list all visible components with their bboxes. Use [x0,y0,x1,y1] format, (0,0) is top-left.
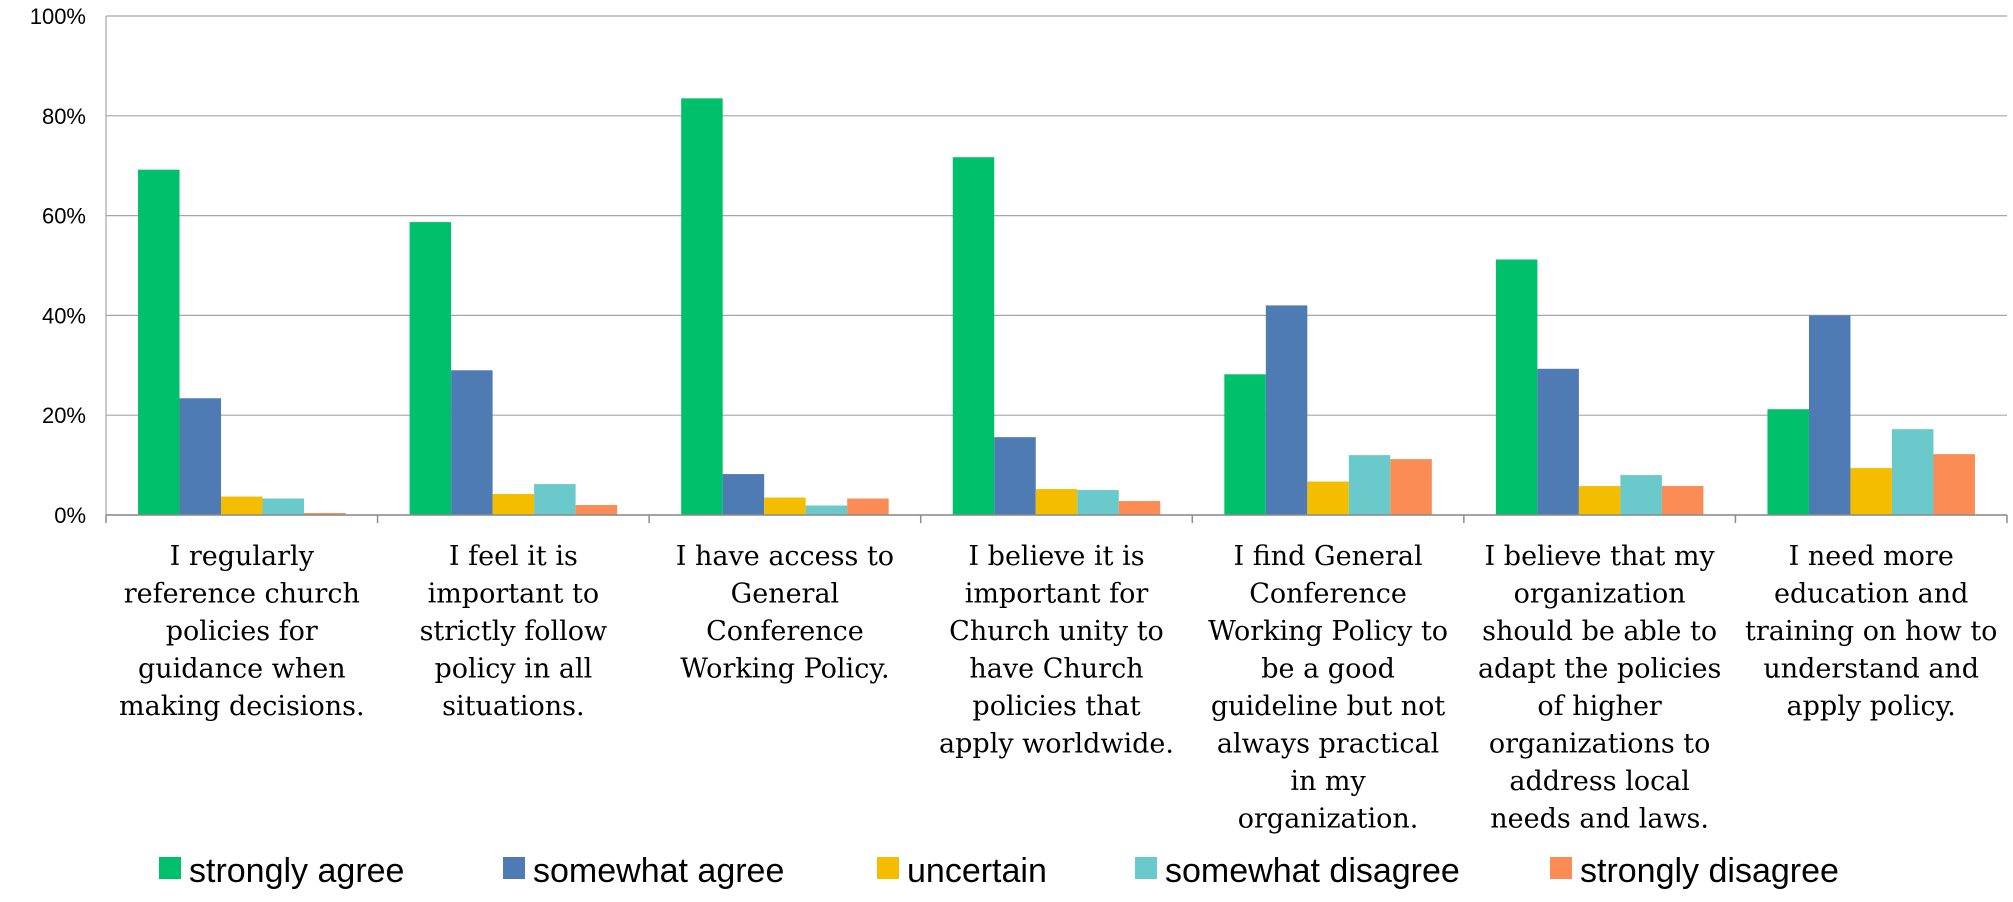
bar-uncertain [1307,481,1349,515]
bar-somewhat-agree [451,370,493,515]
bar-strongly-agree [952,157,995,516]
legend: strongly agree somewhat agree uncertain som… [159,852,1839,890]
category-label: I feel it is important to strictly follow p… [420,541,608,722]
bar-strongly-disagree [1118,501,1161,515]
bar-uncertain [221,496,263,515]
legend-swatch [159,857,181,879]
legend-swatch [1550,857,1572,879]
bar-strongly-agree [681,98,723,516]
bar-somewhat-disagree [534,484,576,515]
legend-label: strongly disagree [1580,852,1839,890]
bar-somewhat-disagree [1620,475,1662,515]
legend-swatch [1135,857,1157,879]
legend-swatch [877,857,899,879]
category-label: I regularly reference church policies for g… [119,541,365,722]
category-label: I need more education and training on how … [1745,541,1997,722]
y-tick-label: 40% [42,303,86,328]
y-tick-label: 20% [42,403,86,428]
x-axis [105,16,2008,523]
legend-label: strongly agree [189,852,404,890]
legend-label: uncertain [907,852,1047,890]
y-tick-label: 80% [42,104,86,129]
bar-strongly-agree [1767,409,1809,515]
category-label: I find General Conference Working Policy t… [1208,541,1448,835]
bar-uncertain [1035,489,1078,515]
bar-uncertain [764,497,806,515]
bar-uncertain [492,494,535,515]
bar-strongly-agree [138,169,180,515]
bar-somewhat-agree [994,437,1036,515]
category-label: I have access to General Conference Working… [676,541,894,685]
legend-label: somewhat agree [533,852,784,890]
category-labels: I regularly reference church policies for g… [119,541,1997,835]
bar-somewhat-agree [179,398,222,515]
bar-strongly-disagree [1390,459,1432,515]
bar-somewhat-disagree [262,498,305,515]
bar-somewhat-agree [1265,305,1308,515]
bar-strongly-disagree [304,513,346,515]
bar-strongly-agree [1495,259,1538,515]
y-tick-label: 100% [30,4,86,29]
bars [138,98,1975,516]
bar-somewhat-disagree [1348,455,1391,515]
bar-strongly-disagree [1661,486,1704,515]
bar-somewhat-disagree [1077,490,1119,515]
bar-uncertain [1578,486,1621,515]
bar-strongly-disagree [575,505,618,515]
bar-somewhat-agree [1808,315,1851,515]
bar-somewhat-disagree [1891,429,1934,515]
y-tick-label: 60% [42,204,86,229]
bar-strongly-agree [1224,374,1266,515]
legend-swatch [503,857,525,879]
y-tick-label: 0% [54,503,86,528]
bar-somewhat-disagree [805,505,848,515]
bar-somewhat-agree [1537,368,1579,515]
bar-somewhat-agree [722,474,765,515]
bar-uncertain [1850,468,1892,515]
y-axis-ticks: 0% 20% 40% 60% 80% 100% [30,4,86,528]
gridlines [106,15,2007,516]
bar-strongly-disagree [1933,454,1975,515]
legend-label: somewhat disagree [1165,852,1460,890]
category-label: I believe it is important for Church unity… [939,541,1174,760]
bar-strongly-agree [409,222,452,515]
category-label: I believe that my organization should be a… [1478,541,1721,835]
bar-strongly-disagree [847,498,889,515]
